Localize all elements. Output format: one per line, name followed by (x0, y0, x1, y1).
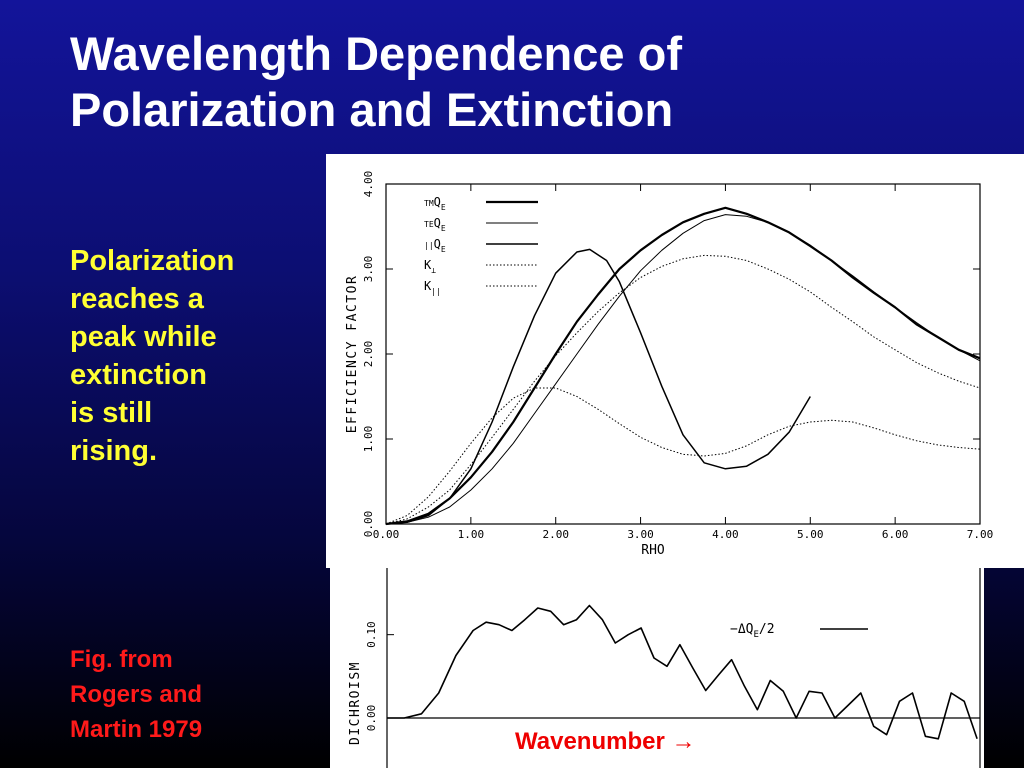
series-line-4 (385, 387, 981, 525)
x-tick-label: 2.00 (542, 528, 569, 541)
dichroism-chart-panel: 0.00 0.10 DICHROISM −ΔQE/2 (330, 568, 984, 768)
callout-text: Polarization reaches a peak while extinc… (70, 242, 310, 470)
x-tick-label: 6.00 (882, 528, 909, 541)
callout-line-2: reaches a (70, 283, 204, 315)
efficiency-chart-panel: 0.00 1.00 2.00 3.00 4.00 5.00 6.00 7.00 0.00 1.00… (326, 154, 1024, 568)
x-tick-label: 1.00 (458, 528, 485, 541)
y-tick-label: 3.00 (362, 256, 375, 283)
wavenumber-label: Wavenumber → (515, 728, 695, 756)
credit-line-2: Rogers and (70, 681, 203, 708)
callout-line-4: extinction (70, 359, 207, 391)
y-tick-label: 4.00 (362, 171, 375, 198)
callout-line-6: rising. (70, 435, 158, 467)
callout-line-5: is still (70, 397, 153, 429)
figure-credit: Fig. from Rogers and Martin 1979 (70, 642, 310, 747)
legend-label-0: TMQE (424, 195, 446, 212)
y-tick-label: 0.00 (362, 511, 375, 538)
x-tick-label: 4.00 (712, 528, 739, 541)
y-axis-label: DICHROISM (348, 661, 363, 745)
legend-label-3: K⊥ (424, 258, 436, 275)
slide-title: Wavelength Dependence of Polarization an… (70, 26, 870, 138)
wavenumber-text: Wavenumber (515, 728, 665, 755)
x-tick-label: 5.00 (797, 528, 824, 541)
slide-title-line-2: Polarization and Extinction (70, 83, 674, 136)
y-axis-label: EFFICIENCY FACTOR (345, 275, 360, 434)
slide-title-line-1: Wavelength Dependence of (70, 27, 682, 80)
y-tick-label: 1.00 (362, 426, 375, 453)
callout-line-1: Polarization (70, 245, 235, 277)
x-tick-label: 3.00 (627, 528, 654, 541)
x-tick-label: 7.00 (967, 528, 994, 541)
series-line-1 (385, 214, 981, 525)
legend-label-1: TEQE (424, 216, 446, 233)
legend-label-2: ||QE (424, 237, 446, 254)
series-line-3 (385, 254, 981, 525)
series-line-2 (385, 248, 811, 525)
x-tick-label: 0.00 (373, 528, 400, 541)
y-tick-label: 2.00 (362, 341, 375, 368)
y-tick-label: 0.00 (365, 705, 378, 732)
x-axis-label: RHO (641, 543, 665, 558)
dichroism-series-line (387, 604, 978, 740)
callout-line-3: peak while (70, 321, 217, 353)
y-tick-label: 0.10 (365, 621, 378, 648)
series-line-0 (385, 206, 981, 526)
right-arrow-icon: → (671, 728, 696, 755)
dichroism-legend-label: −ΔQE/2 (730, 622, 775, 640)
legend-label-4: K|| (424, 279, 441, 296)
credit-line-3: Martin 1979 (70, 716, 203, 743)
efficiency-chart: 0.00 1.00 2.00 3.00 4.00 5.00 6.00 7.00 0.00 1.00… (345, 171, 994, 558)
credit-line-1: Fig. from (70, 646, 173, 673)
